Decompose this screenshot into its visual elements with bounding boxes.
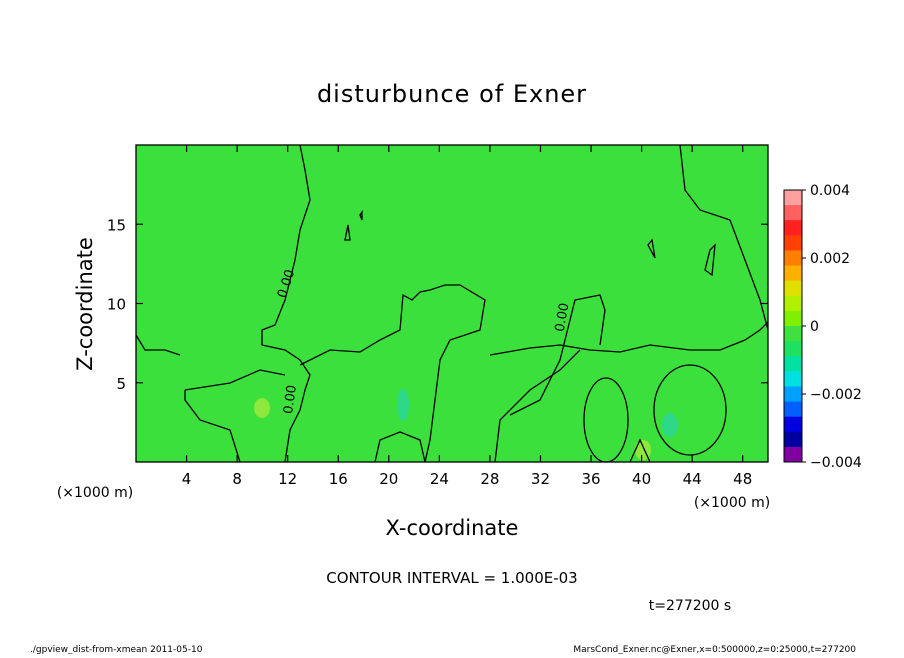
colorbar-cell [784, 401, 802, 417]
chart-title: disturbunce of Exner [317, 80, 587, 108]
colorbar-cell [784, 265, 802, 281]
annotation: CONTOUR INTERVAL = 1.000E-03 [326, 569, 577, 587]
x-tick-label: 48 [733, 470, 752, 488]
colorbar-cell [784, 310, 802, 327]
annotation: t=277200 s [649, 598, 731, 614]
colorbar-cell [784, 205, 802, 221]
x-tick-label: 28 [480, 470, 499, 488]
colorbar-tick-label: 0.002 [810, 251, 850, 267]
colorbar-cell [784, 295, 802, 312]
contour-label: 0.00 [281, 384, 300, 415]
colorbar-cell [784, 235, 802, 251]
x-tick-label: 36 [581, 470, 600, 488]
colorbar-cell [784, 356, 802, 372]
x-unit-label: (×1000 m) [694, 495, 770, 511]
contour-lines [135, 144, 769, 463]
x-axis-label: X-coordinate [386, 516, 519, 540]
x-unit-label: (×1000 m) [57, 485, 133, 501]
y-tick-label: 15 [107, 216, 126, 234]
colorbar-cell [784, 326, 802, 342]
x-tick-label: 8 [232, 470, 242, 488]
colorbar-tick-label: 0.004 [810, 183, 850, 199]
x-tick-label: 44 [683, 470, 702, 488]
colorbar-cell [784, 250, 802, 266]
colorbar-cell [784, 341, 802, 357]
colorbar-cell [784, 190, 802, 206]
colorbar-cell [784, 431, 802, 448]
y-axis-label: Z-coordinate [73, 237, 97, 371]
x-tick-label: 32 [531, 470, 550, 488]
x-tick-label: 24 [430, 470, 449, 488]
x-tick-label: 40 [632, 470, 651, 488]
x-tick-label: 12 [278, 470, 297, 488]
y-tick-label: 10 [107, 296, 126, 314]
colorbar-cell [784, 371, 802, 387]
x-tick-label: 16 [329, 470, 348, 488]
colorbar-tick-label: −0.004 [810, 455, 862, 471]
footer: ./gpview_dist-from-xmean 2011-05-10 [30, 645, 203, 654]
colorbar-cell [784, 280, 802, 297]
contour-label: 0.00 [553, 302, 573, 333]
colorbar-cell [784, 416, 802, 433]
y-tick-label: 5 [116, 375, 126, 393]
plot-background [136, 145, 768, 462]
colorbar-cell [784, 386, 802, 402]
colorbar-tick-label: 0 [810, 319, 819, 335]
x-tick-label: 4 [182, 470, 192, 488]
footer: MarsCond_Exner.nc@Exner,x=0:500000,z=0:2… [573, 645, 856, 654]
highlights [254, 389, 678, 460]
colorbar-tick-label: −0.002 [810, 387, 862, 403]
x-tick-label: 20 [379, 470, 398, 488]
colorbar-cell [784, 446, 802, 463]
colorbar-cell [784, 220, 802, 236]
